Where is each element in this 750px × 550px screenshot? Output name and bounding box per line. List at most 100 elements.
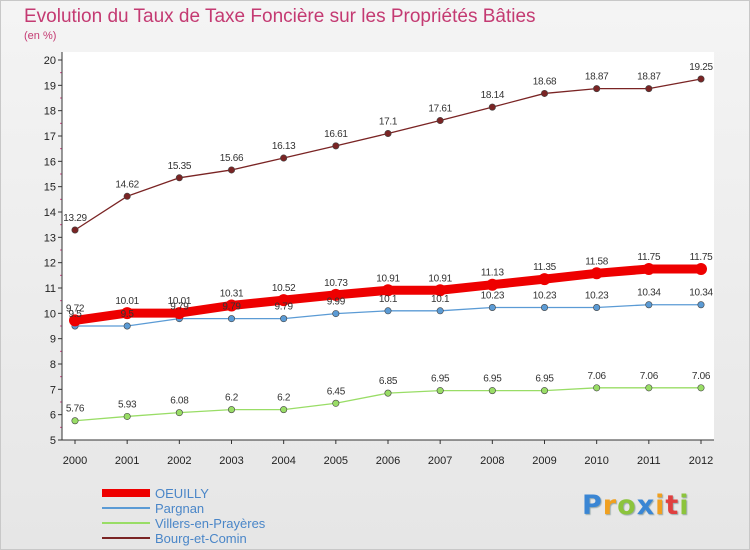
x-tick-label: 2009 — [532, 455, 556, 467]
data-point — [645, 85, 653, 93]
data-point — [645, 384, 653, 392]
y-tick-label: 11 — [45, 283, 56, 295]
data-point — [280, 315, 288, 323]
data-label: 9.5 — [121, 309, 135, 320]
data-label: 6.45 — [327, 386, 346, 397]
data-label: 10.01 — [115, 296, 139, 307]
y-tick-label: 5 — [50, 435, 56, 447]
y-tick-label: 20 — [44, 55, 56, 67]
data-point — [540, 387, 548, 395]
data-point — [121, 307, 134, 320]
data-point — [436, 387, 444, 395]
data-label: 9.5 — [68, 309, 82, 320]
x-tick-label: 2001 — [115, 455, 139, 467]
data-point — [697, 75, 705, 83]
y-tick-label: 13 — [44, 232, 56, 244]
data-point — [332, 399, 340, 407]
data-label: 15.35 — [168, 161, 192, 172]
x-tick-label: 2005 — [324, 455, 348, 467]
data-point — [228, 406, 236, 414]
y-tick-label: 18 — [44, 106, 56, 118]
logo-letter: t — [665, 490, 680, 521]
data-label: 11.13 — [481, 268, 505, 279]
y-tick-label: 17 — [44, 131, 56, 143]
data-point — [436, 117, 444, 125]
data-label: 10.23 — [585, 291, 609, 302]
data-label: 10.1 — [431, 294, 450, 305]
x-tick-label: 2003 — [219, 455, 243, 467]
data-label: 18.68 — [533, 76, 557, 87]
data-point — [540, 89, 548, 97]
data-label: 5.93 — [118, 399, 137, 410]
legend-entry: Villers-en-Prayères — [155, 516, 266, 531]
data-label: 6.08 — [170, 396, 189, 407]
legend-entry: Bourg-et-Comin — [155, 531, 247, 546]
data-label: 10.91 — [428, 273, 452, 284]
data-label: 10.01 — [168, 296, 192, 307]
data-label: 10.73 — [324, 278, 348, 289]
x-tick-label: 2010 — [584, 455, 608, 467]
data-label: 18.87 — [585, 72, 609, 83]
data-point — [384, 389, 392, 397]
data-point — [277, 294, 290, 307]
data-point — [123, 192, 131, 200]
data-label: 7.06 — [588, 371, 607, 382]
plot-area — [62, 52, 714, 440]
data-label: 6.95 — [431, 374, 450, 385]
data-label: 17.61 — [428, 104, 452, 115]
data-point — [488, 304, 496, 312]
logo-letter: o — [617, 490, 637, 521]
chart-unit-label: (en %) — [24, 30, 56, 42]
data-label: 9.99 — [327, 297, 346, 308]
x-tick-label: 2002 — [167, 455, 191, 467]
data-label: 6.2 — [225, 393, 239, 404]
legend-entry: OEUILLY — [155, 486, 209, 501]
data-label: 13.29 — [63, 213, 87, 224]
data-point — [384, 129, 392, 137]
data-label: 16.61 — [324, 129, 348, 140]
y-tick-label: 19 — [44, 80, 56, 92]
data-point — [329, 288, 342, 301]
y-tick-label: 7 — [50, 384, 56, 396]
y-tick-label: 8 — [50, 359, 56, 371]
data-point — [434, 284, 447, 297]
y-tick-label: 12 — [44, 258, 56, 270]
x-tick-label: 2008 — [480, 455, 504, 467]
data-label: 10.31 — [220, 288, 244, 299]
data-label: 9.79 — [170, 302, 189, 313]
data-point — [645, 301, 653, 309]
x-tick-label: 2007 — [428, 455, 452, 467]
data-point — [280, 406, 288, 414]
data-point — [228, 166, 236, 174]
data-label: 10.1 — [379, 294, 398, 305]
data-point — [593, 85, 601, 93]
data-point — [332, 142, 340, 150]
data-label: 5.76 — [66, 404, 85, 415]
data-point — [384, 307, 392, 315]
data-label: 6.95 — [535, 374, 554, 385]
data-point — [71, 226, 79, 234]
y-tick-label: 6 — [50, 410, 56, 422]
data-point — [486, 278, 499, 291]
chart-title: Evolution du Taux de Taxe Foncière sur l… — [24, 6, 536, 27]
logo-letter: P — [582, 490, 603, 521]
data-label: 11.75 — [690, 252, 714, 263]
data-label: 10.23 — [533, 291, 557, 302]
data-point — [123, 412, 131, 420]
data-label: 6.85 — [379, 376, 398, 387]
data-label: 10.34 — [689, 288, 713, 299]
logo-letter: r — [602, 490, 618, 521]
data-point — [225, 299, 238, 312]
data-label: 15.66 — [220, 153, 244, 164]
data-label: 18.14 — [481, 90, 505, 101]
data-point — [123, 322, 131, 330]
data-label: 11.35 — [533, 262, 557, 273]
data-label: 10.23 — [481, 291, 505, 302]
x-tick-label: 2011 — [637, 455, 661, 467]
data-point — [488, 103, 496, 111]
data-label: 10.52 — [272, 283, 296, 294]
data-label: 17.1 — [379, 116, 398, 127]
data-label: 11.75 — [637, 252, 661, 263]
proxiti-logo: Proxiti — [582, 490, 690, 521]
